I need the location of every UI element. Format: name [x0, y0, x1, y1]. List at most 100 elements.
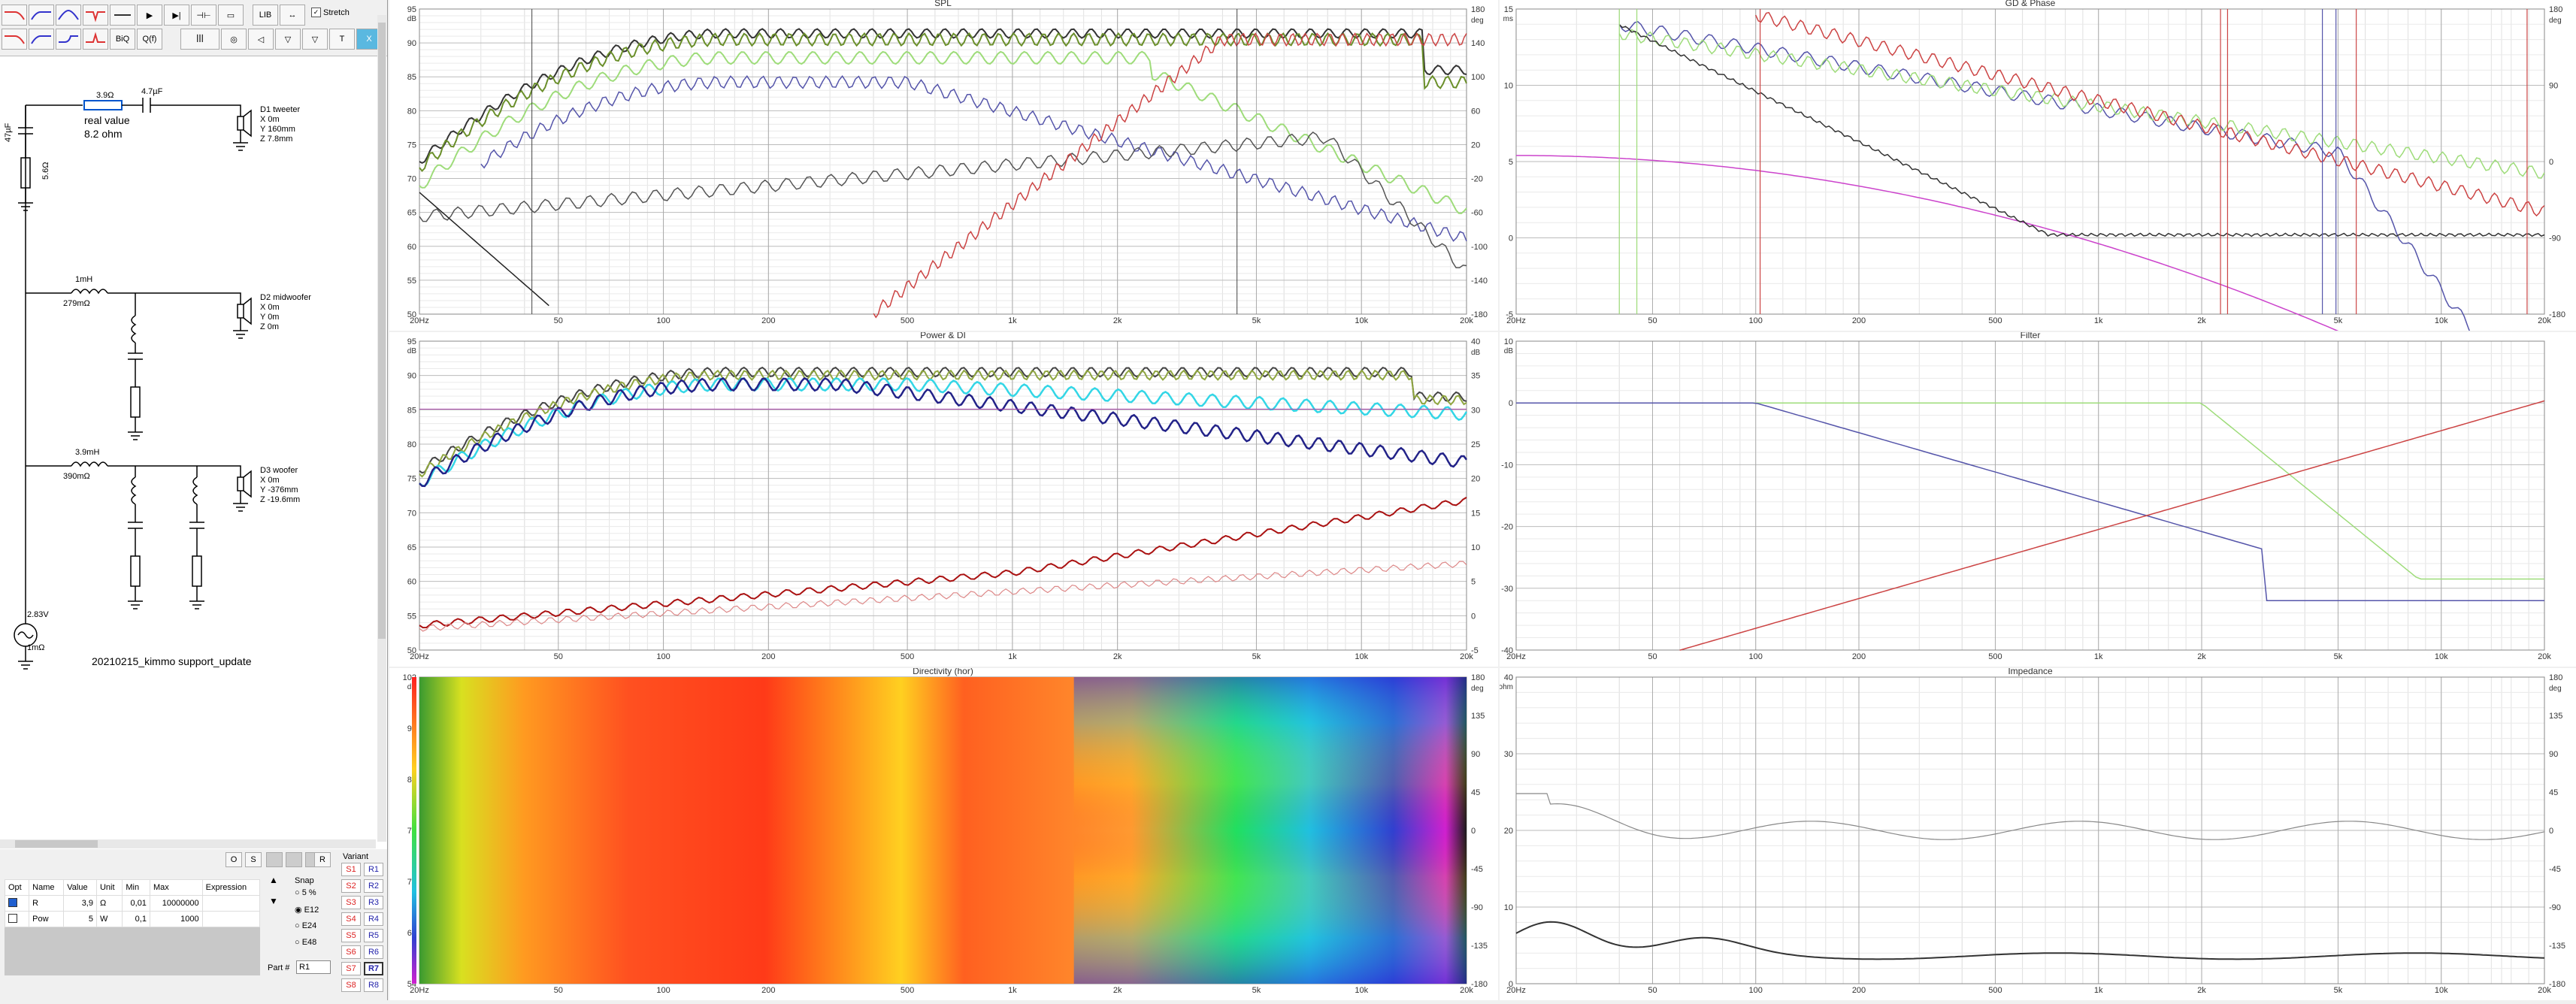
blank-button-2[interactable] — [286, 852, 302, 867]
play-icon[interactable]: ▶ — [137, 5, 162, 26]
play-step-icon[interactable]: ▶| — [164, 5, 189, 26]
y-tick-label: 0 — [1509, 234, 1513, 243]
y2-tick-label: 90 — [1471, 750, 1480, 759]
directivity-graph[interactable]: Directivity (hor) 20Hz 50 100 200 500 1k 2k 5k 10… — [389, 666, 1498, 1000]
variant-s8[interactable]: S8 — [341, 978, 361, 992]
snap-e12[interactable]: ◉ E12 — [295, 906, 319, 915]
y-tick-label: 50 — [407, 646, 416, 655]
x-tick-label: 20k — [2538, 986, 2551, 995]
y2-unit-label: deg — [1471, 17, 1484, 25]
vertical-scrollbar[interactable] — [377, 15, 386, 842]
shelf-icon[interactable] — [56, 29, 81, 50]
blank-button-1[interactable] — [266, 852, 283, 867]
stretch-checkbox[interactable]: ✓ Stretch — [311, 8, 350, 17]
y-tick-label: -10 — [1501, 461, 1513, 470]
variant-s4[interactable]: S4 — [341, 912, 361, 926]
inductor-icon[interactable]: ꟾꟾꟾ — [180, 29, 219, 50]
x-tick-label: 2k — [1113, 316, 1122, 325]
variant-r6[interactable]: R6 — [364, 945, 383, 959]
opt-checkbox[interactable] — [8, 897, 17, 907]
variant-r4[interactable]: R4 — [364, 912, 383, 926]
y-tick-label: 80 — [407, 107, 416, 116]
highpass-blue-icon[interactable] — [29, 5, 54, 26]
lowpass-red-icon[interactable] — [2, 5, 27, 26]
impedance-graph[interactable]: Impedance 20Hz 50 100 200 500 1k 2k 5k 10k 20k 40 30… — [1499, 666, 2576, 1000]
variant-s2[interactable]: S2 — [341, 879, 361, 893]
highpass2-icon[interactable] — [29, 29, 54, 50]
variant-s5[interactable]: S5 — [341, 929, 361, 942]
variant-r8[interactable]: R8 — [364, 978, 383, 992]
pow-erdi-curve — [419, 561, 1467, 632]
resistor-icon[interactable]: ▭ — [218, 5, 244, 26]
bandpass-icon[interactable] — [56, 5, 81, 26]
arrows-icon[interactable]: ↔ — [280, 5, 305, 26]
r-button[interactable]: R — [314, 852, 331, 867]
y2-tick-label: -180 — [2549, 310, 2565, 319]
triangle-down-icon[interactable]: ▽ — [275, 29, 301, 50]
y2-tick-label: -135 — [1471, 942, 1488, 951]
gd-phase-graph[interactable]: GD & Phase 20Hz 50 100 200 500 1k 2k 5k 10k 20k 15 1… — [1500, 0, 2576, 434]
variant-r3[interactable]: R3 — [364, 896, 383, 909]
spl-gray-curve — [419, 132, 1467, 269]
x-tick-label: 2k — [2197, 652, 2206, 661]
scroll-thumb-h[interactable] — [15, 840, 98, 848]
triangle-sym-icon[interactable]: ▽ — [302, 29, 328, 50]
schematic-canvas[interactable]: 3.9Ω 4.7µF real value 8.2 ohm 47µF 5.6Ω … — [0, 56, 376, 830]
x-tick-label: 5k — [1252, 652, 1261, 661]
s-button[interactable]: S — [245, 852, 262, 867]
down-arrow-icon[interactable]: ▼ — [269, 896, 278, 906]
spl-graph[interactable]: SPL 20Hz 50 100 200 500 1k 2k 5k 10k 20k 95 90 85 80 75… — [389, 0, 1498, 331]
snap-e48[interactable]: ○ E48 — [295, 938, 317, 947]
variant-r2[interactable]: R2 — [364, 879, 383, 893]
y2-tick-label: 25 — [1471, 440, 1480, 449]
scroll-thumb[interactable] — [378, 23, 386, 639]
x-tick-label: 50 — [1648, 316, 1657, 325]
variant-r7[interactable]: R7 — [364, 962, 383, 975]
optimizer-table[interactable]: Opt Name Value Unit Min Max Expression R… — [4, 879, 261, 927]
lib-button[interactable]: LIB — [253, 5, 278, 26]
snap-e24[interactable]: ○ E24 — [295, 921, 317, 930]
y-tick-label: 90 — [407, 39, 416, 48]
allpass-icon[interactable] — [110, 5, 135, 26]
x-tick-label: 20Hz — [410, 652, 429, 661]
y-tick-label: 20 — [1504, 827, 1513, 836]
plot-border — [1515, 8, 2545, 315]
y-tick-label: 65 — [407, 209, 416, 218]
speaker-icon[interactable]: ◁ — [248, 29, 274, 50]
biq-button[interactable]: BiQ — [110, 29, 135, 50]
y-unit-label: ohm — [1500, 683, 1513, 691]
part-number-input[interactable]: R1 — [296, 960, 331, 974]
y-tick-label: 95 — [407, 5, 416, 14]
table-row[interactable]: Pow 5 W 0,1 1000 — [4, 911, 261, 927]
o-button[interactable]: O — [226, 852, 242, 867]
variant-s6[interactable]: S6 — [341, 945, 361, 959]
transformer-icon[interactable]: ◎ — [221, 29, 247, 50]
y-tick-label: 30 — [1504, 750, 1513, 759]
capacitor-icon[interactable]: ⊣⊢ — [191, 5, 216, 26]
variant-r1[interactable]: R1 — [364, 863, 383, 876]
snap-5pct[interactable]: ○ 5 % — [295, 888, 316, 897]
qf-button[interactable]: Q(f) — [137, 29, 162, 50]
variant-s7[interactable]: S7 — [341, 962, 361, 975]
y2-tick-label: -135 — [2549, 942, 2565, 951]
variant-s3[interactable]: S3 — [341, 896, 361, 909]
filter-graph[interactable]: Filter 20Hz 50 100 200 500 1k 2k 5k 10k 20k 10 0 -10-… — [1500, 330, 2576, 667]
d1-label: D1 tweeter — [260, 105, 301, 114]
notch-icon[interactable] — [83, 5, 108, 26]
opt-checkbox[interactable] — [8, 913, 17, 923]
y-tick-label: 75 — [407, 141, 416, 150]
up-arrow-icon[interactable]: ▲ — [269, 875, 278, 885]
variant-s1[interactable]: S1 — [341, 863, 361, 876]
text-button[interactable]: T — [329, 29, 355, 50]
y2-tick-label: 40 — [1471, 337, 1480, 346]
table-row[interactable]: R 3,9 Ω 0,01 10000000 — [4, 895, 261, 912]
power-di-graph[interactable]: Power & DI 20Hz 50 100 200 500 1k 2k 5k 10k 20k 95 9… — [389, 330, 1498, 667]
lowpass2-icon[interactable] — [2, 29, 27, 50]
peak-icon[interactable] — [83, 29, 108, 50]
horizontal-scrollbar[interactable] — [0, 839, 376, 848]
x-tick-label: 200 — [761, 986, 775, 995]
graph-title: Impedance — [2008, 668, 2053, 676]
variant-r5[interactable]: R5 — [364, 929, 383, 942]
x-tick-label: 100 — [656, 652, 670, 661]
svg-text:Y -376mm: Y -376mm — [260, 485, 298, 494]
